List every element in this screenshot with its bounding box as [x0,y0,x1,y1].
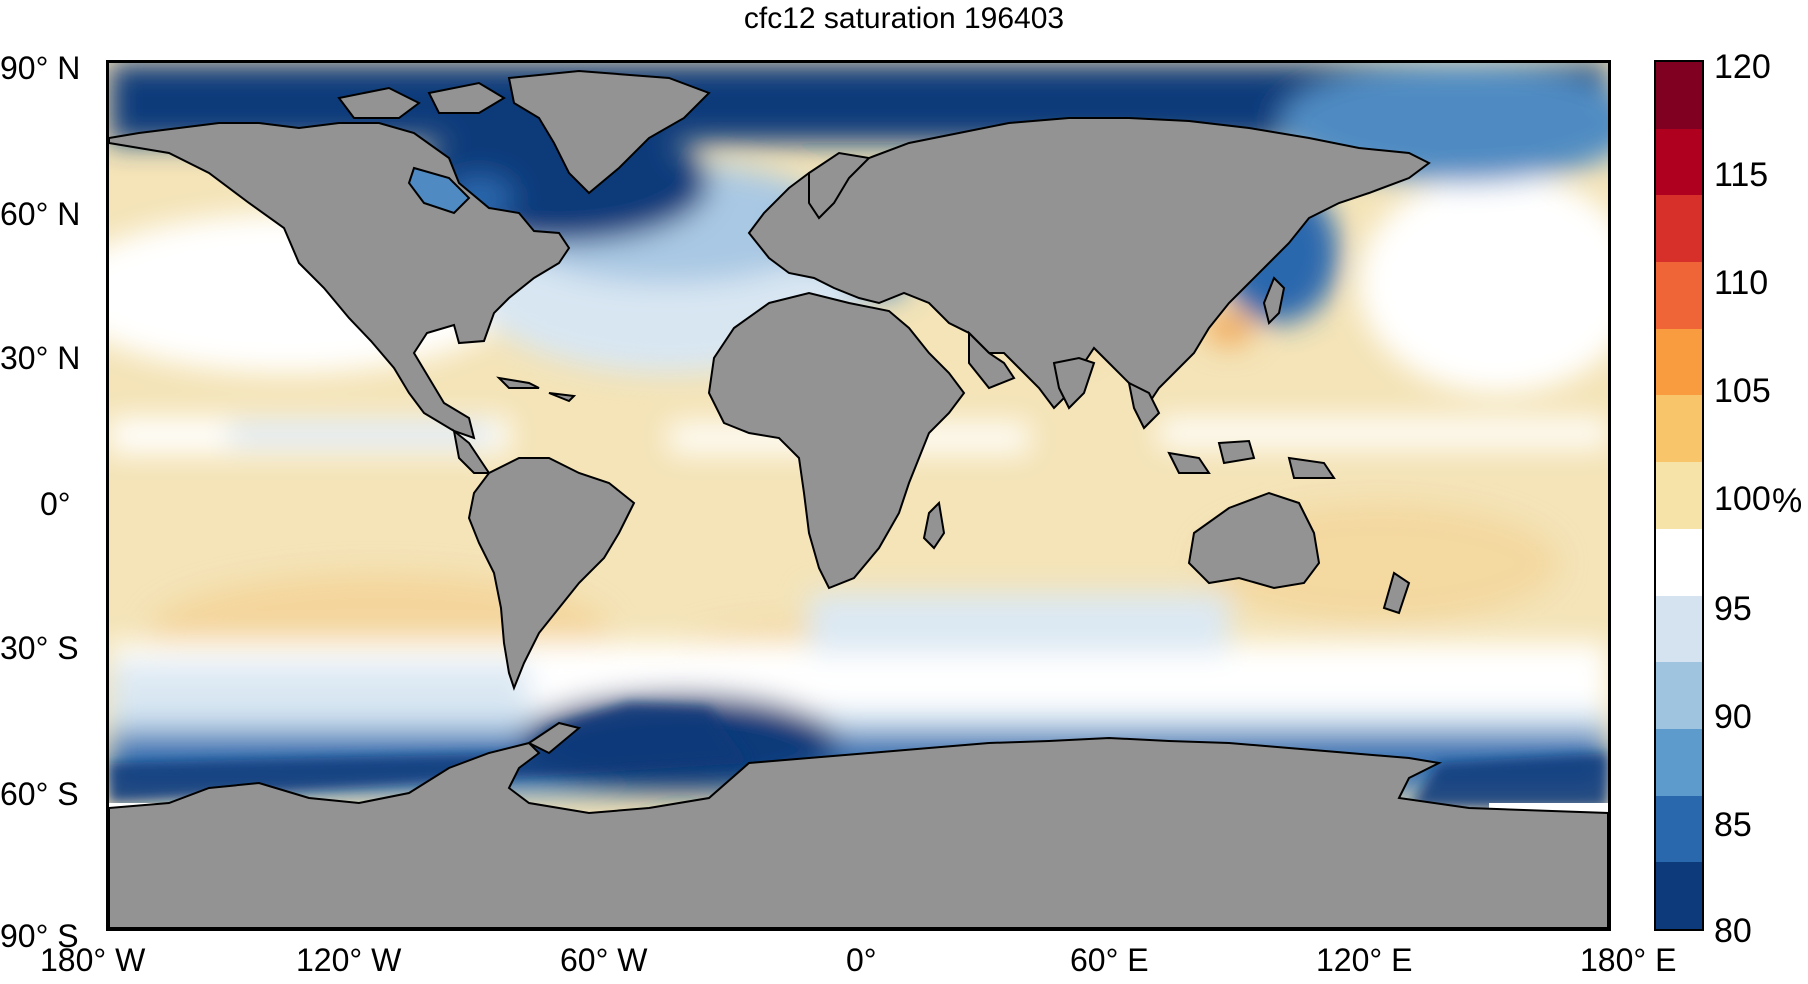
land-eurasia [747,117,1431,410]
lon-label-120w: 120° W [296,942,402,978]
colorbar-tick-85: 85 [1714,806,1752,844]
lon-label-60w: 60° W [560,942,648,978]
colorbar-segment [1656,195,1702,263]
lon-label-180e: 180° E [1580,942,1677,978]
lat-label-90s: 90° S [0,918,79,954]
colorbar-segment [1656,262,1702,329]
lat-label-30s: 30° S [0,630,79,666]
colorbar-segment [1656,662,1702,729]
colorbar-tick-110: 110 [1714,264,1769,302]
lat-label-30n: 30° N [0,340,81,376]
colorbar-segment [1656,395,1702,463]
colorbar-tick-105: 105 [1714,372,1771,410]
colorbar-segment [1656,528,1702,596]
colorbar-segment [1656,62,1702,129]
lon-label-0: 0° [846,942,877,978]
lon-label-180w: 180° W [40,942,146,978]
land-antarctica [109,736,1608,928]
lat-label-90n: 90° N [0,50,81,86]
colorbar-tick-115: 115 [1714,156,1769,194]
lon-label-120e: 120° E [1316,942,1413,978]
land-south-america [467,457,636,691]
lat-label-60s: 60° S [0,776,79,812]
map-title: cfc12 saturation 196403 [743,2,1065,35]
land-australia [1187,491,1321,590]
lon-label-60e: 60° E [1070,942,1149,978]
map-plot-area [106,60,1611,931]
land-africa [707,291,966,590]
colorbar-tick-120: 120 [1714,48,1771,86]
colorbar-segment [1656,728,1702,796]
colorbar-unit: % [1772,482,1803,520]
colorbar-segment [1656,128,1702,196]
land-masses [109,69,1608,928]
land-greenland [507,69,711,195]
lat-label-0: 0° [40,486,71,522]
colorbar-tick-95: 95 [1714,590,1752,628]
colorbar-segment [1656,795,1702,863]
colorbar-segment [1656,328,1702,396]
colorbar-tick-90: 90 [1714,698,1752,736]
colorbar-tick-80: 80 [1714,912,1752,950]
colorbar-segment [1656,462,1702,529]
colorbar [1654,60,1704,931]
colorbar-segment [1656,862,1702,929]
lat-label-60n: 60° N [0,196,81,232]
colorbar-segment [1656,595,1702,663]
world-map [109,63,1608,928]
colorbar-tick-100: 100 [1714,480,1771,518]
